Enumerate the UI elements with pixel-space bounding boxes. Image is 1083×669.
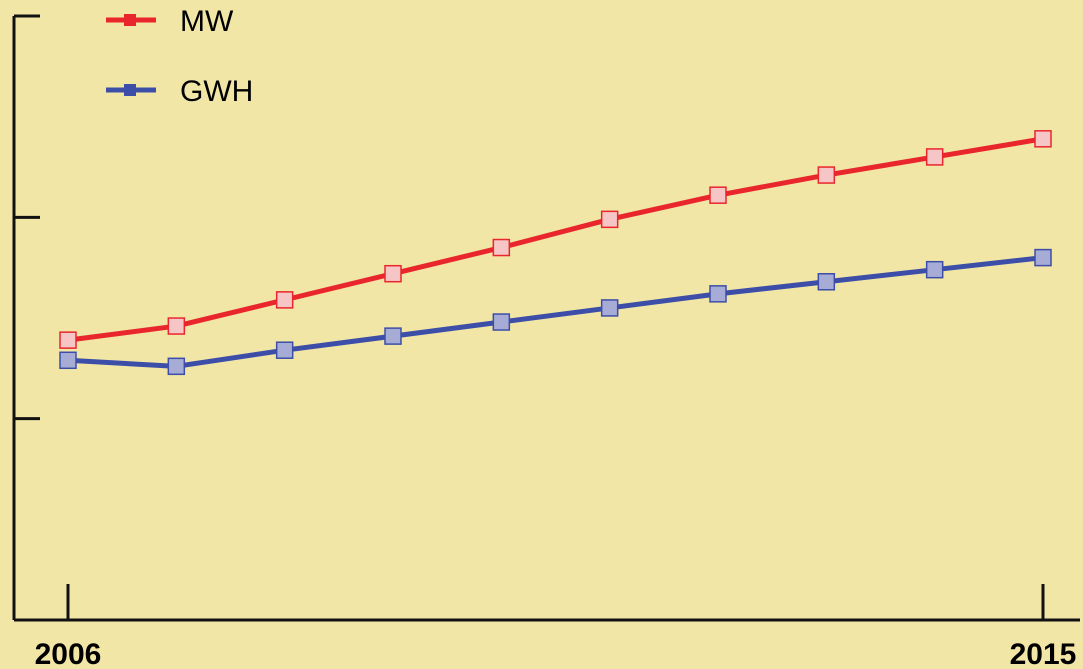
series-line-gwh bbox=[65, 255, 1046, 369]
data-point-mw-2008 bbox=[275, 291, 294, 309]
data-point-gwh-2006 bbox=[59, 351, 77, 370]
data-point-mw-2014 bbox=[925, 148, 944, 166]
x-tick-label-1: 2015 bbox=[1010, 638, 1077, 669]
data-point-mw-2009 bbox=[384, 264, 402, 283]
data-point-mw-2006 bbox=[59, 331, 77, 349]
series-layer bbox=[59, 130, 1052, 376]
legend-label: MW bbox=[180, 5, 234, 38]
legend-item-gwh: GWH bbox=[106, 75, 253, 108]
data-point-gwh-2010 bbox=[492, 313, 511, 331]
series-gwh bbox=[59, 248, 1052, 376]
data-point-gwh-2011 bbox=[600, 299, 619, 317]
data-point-mw-2007 bbox=[167, 317, 186, 335]
x-tick-labels: 2006 2015 bbox=[35, 638, 1077, 669]
legend-swatch-marker bbox=[124, 14, 136, 26]
data-point-gwh-2008 bbox=[275, 341, 294, 359]
legend-swatch-marker bbox=[124, 84, 136, 96]
legend-item-mw: MW bbox=[106, 5, 234, 38]
data-point-mw-2010 bbox=[492, 238, 511, 257]
x-tick-label-0: 2006 bbox=[35, 638, 102, 669]
data-point-gwh-2009 bbox=[384, 327, 402, 345]
data-point-mw-2011 bbox=[600, 210, 619, 229]
data-point-gwh-2013 bbox=[817, 273, 836, 291]
data-point-gwh-2012 bbox=[709, 285, 727, 303]
legend: MW GWH bbox=[106, 5, 253, 108]
axes bbox=[12, 14, 1080, 622]
series-line-mw bbox=[65, 136, 1046, 343]
data-point-mw-2012 bbox=[709, 186, 727, 204]
data-point-mw-2015 bbox=[1034, 130, 1052, 148]
data-point-gwh-2007 bbox=[167, 357, 186, 376]
series-mw bbox=[59, 130, 1052, 349]
legend-label: GWH bbox=[180, 75, 253, 108]
data-point-gwh-2014 bbox=[925, 260, 944, 279]
data-point-gwh-2015 bbox=[1034, 248, 1052, 267]
data-point-mw-2013 bbox=[817, 166, 836, 184]
